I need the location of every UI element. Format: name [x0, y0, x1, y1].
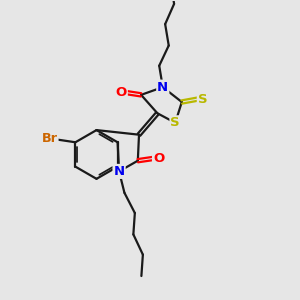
- Text: S: S: [170, 116, 180, 129]
- Text: O: O: [116, 86, 127, 99]
- Text: S: S: [198, 92, 207, 106]
- Text: Br: Br: [41, 132, 58, 145]
- Text: N: N: [157, 81, 168, 94]
- Text: N: N: [113, 165, 125, 178]
- Text: O: O: [153, 152, 164, 165]
